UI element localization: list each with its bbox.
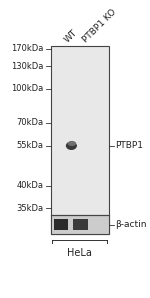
Text: PTBP1 KO: PTBP1 KO bbox=[81, 8, 118, 45]
Text: 170kDa: 170kDa bbox=[11, 44, 43, 53]
Text: 70kDa: 70kDa bbox=[16, 119, 43, 128]
Bar bbox=[51, 215, 109, 234]
Text: 35kDa: 35kDa bbox=[16, 204, 43, 213]
Text: β-actin: β-actin bbox=[115, 220, 147, 229]
Bar bbox=[54, 219, 68, 230]
Bar bbox=[51, 46, 109, 234]
Text: 100kDa: 100kDa bbox=[11, 84, 43, 93]
Text: 40kDa: 40kDa bbox=[16, 181, 43, 190]
Ellipse shape bbox=[68, 141, 76, 146]
Text: HeLa: HeLa bbox=[68, 248, 92, 258]
Bar bbox=[73, 219, 88, 230]
Text: 130kDa: 130kDa bbox=[11, 61, 43, 71]
Ellipse shape bbox=[66, 142, 77, 150]
Text: PTBP1: PTBP1 bbox=[115, 141, 143, 150]
Text: 55kDa: 55kDa bbox=[16, 141, 43, 150]
Text: WT: WT bbox=[63, 28, 80, 45]
